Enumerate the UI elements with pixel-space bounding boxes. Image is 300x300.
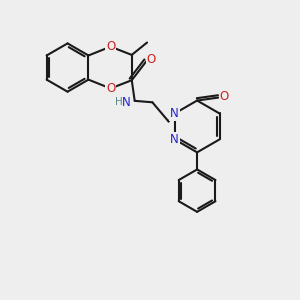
Text: O: O (106, 40, 115, 53)
Text: O: O (147, 53, 156, 66)
Text: O: O (106, 82, 115, 95)
Text: O: O (220, 90, 229, 103)
Text: N: N (122, 96, 131, 109)
Text: H: H (115, 97, 122, 107)
Text: N: N (170, 133, 179, 146)
Text: N: N (170, 107, 179, 120)
